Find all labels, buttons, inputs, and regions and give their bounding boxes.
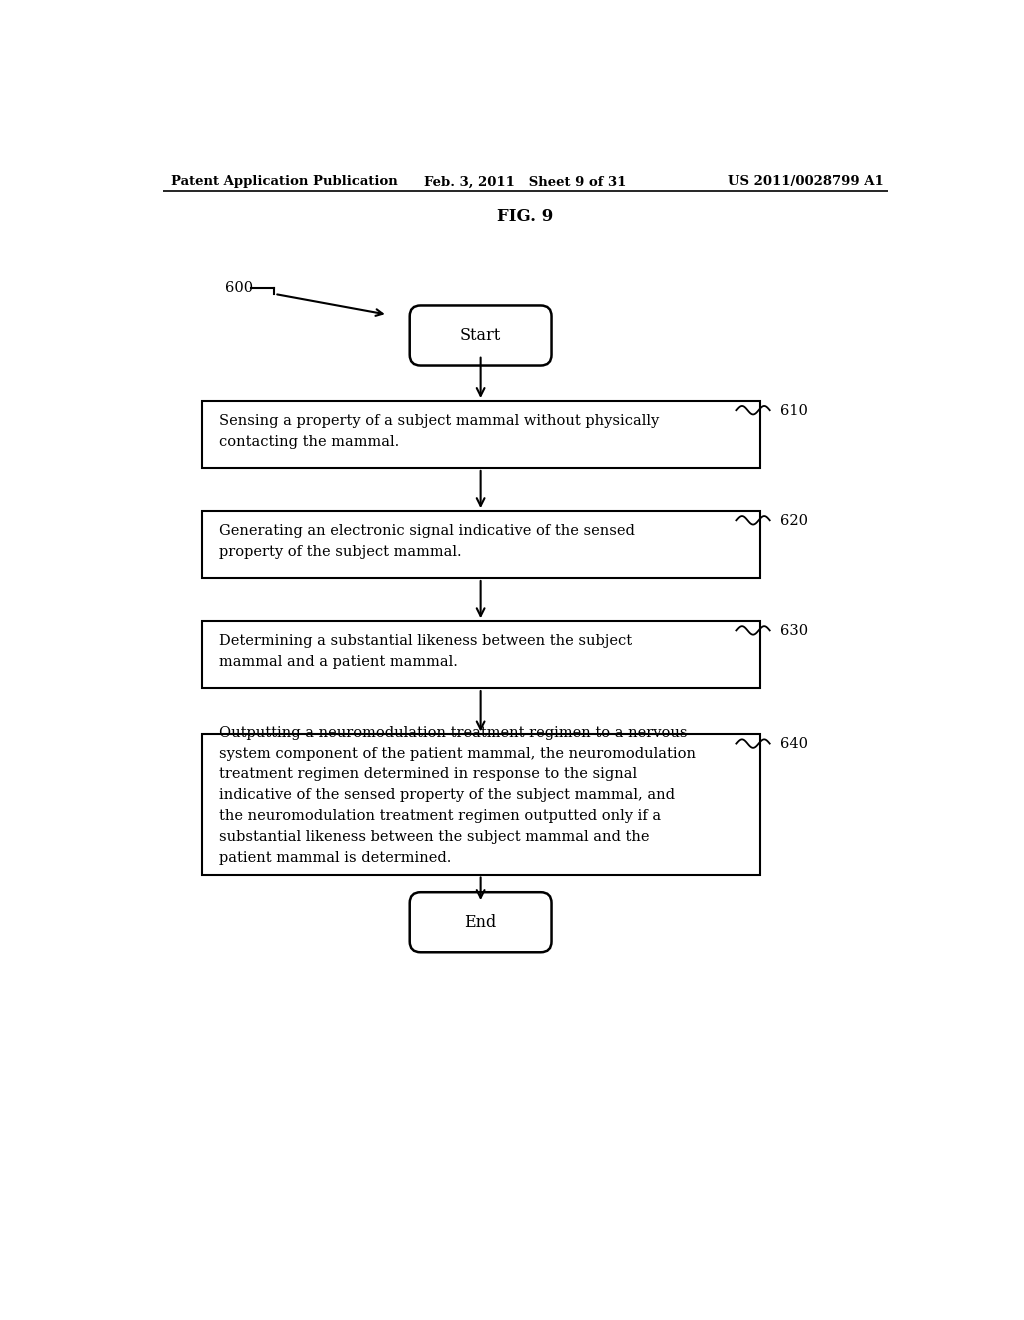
Text: End: End [465,913,497,931]
Text: 600: 600 [225,281,253,294]
Bar [202,401,760,469]
Text: 630: 630 [779,624,808,639]
Text: Sensing a property of a subject mammal without physically
contacting the mammal.: Sensing a property of a subject mammal w… [219,413,658,449]
Text: US 2011/0028799 A1: US 2011/0028799 A1 [728,176,884,189]
Bar [202,622,760,688]
Text: Outputting a neuromodulation treatment regimen to a nervous
system component of : Outputting a neuromodulation treatment r… [219,726,695,865]
Text: 610: 610 [779,404,808,418]
Text: 640: 640 [779,738,808,751]
FancyBboxPatch shape [410,305,552,366]
Text: Start: Start [460,327,502,345]
Text: Generating an electronic signal indicative of the sensed
property of the subject: Generating an electronic signal indicati… [219,524,635,560]
Text: Determining a substantial likeness between the subject
mammal and a patient mamm: Determining a substantial likeness betwe… [219,634,632,669]
Text: 620: 620 [779,515,808,528]
Text: FIG. 9: FIG. 9 [497,209,553,226]
Text: Patent Application Publication: Patent Application Publication [171,176,397,189]
Bar [202,511,760,578]
Bar [202,734,760,875]
FancyBboxPatch shape [410,892,552,952]
Text: Feb. 3, 2011   Sheet 9 of 31: Feb. 3, 2011 Sheet 9 of 31 [424,176,626,189]
